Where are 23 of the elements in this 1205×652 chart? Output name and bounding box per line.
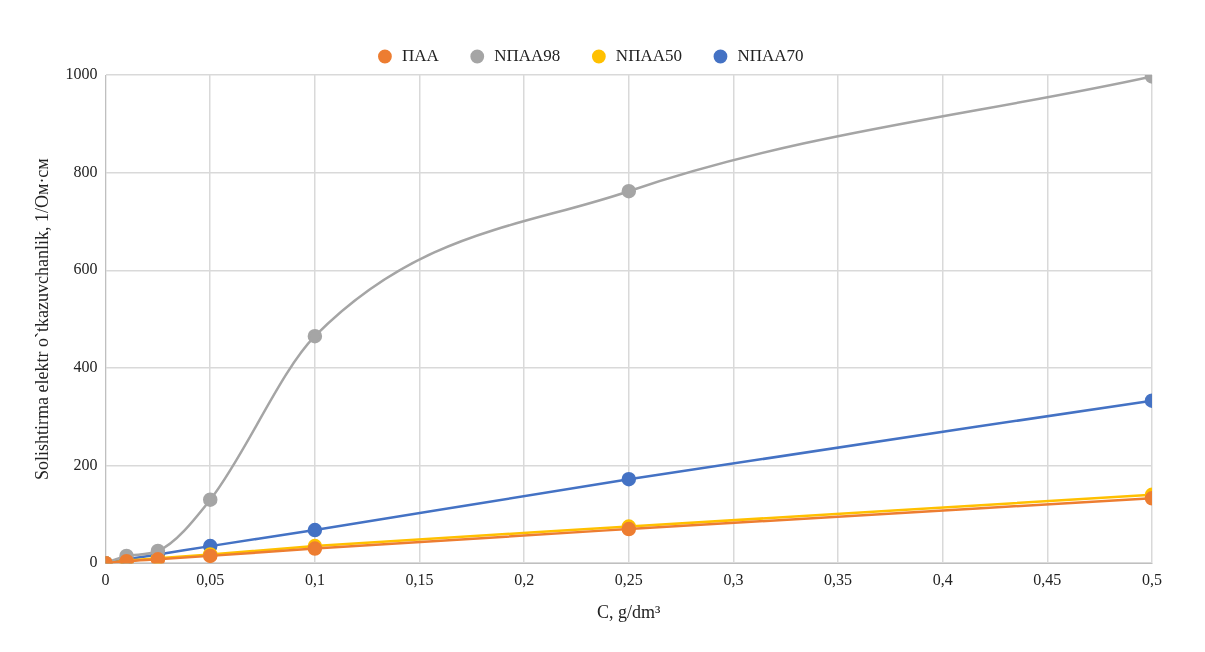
x-tick-label: 0,25 [614, 571, 643, 588]
y-tick-label: 200 [73, 455, 98, 473]
y-tick-label: 400 [73, 358, 98, 376]
x-tick-label: 0,05 [196, 571, 225, 588]
x-tick-label: 0,4 [932, 571, 953, 588]
x-tick-label: 0,1 [304, 571, 325, 588]
legend-label: NПАА50 [615, 45, 682, 65]
x-tick-label: 0,45 [1033, 571, 1062, 588]
legend-label: NПАА98 [494, 45, 561, 65]
legend-label: ПАА [401, 45, 440, 65]
legend-label: NПАА70 [737, 45, 804, 65]
x-tick-label: 0,2 [514, 571, 535, 588]
x-tick-label: 0 [101, 571, 110, 588]
x-tick-label: 0,15 [405, 571, 434, 588]
x-tick-label: 0,5 [1142, 571, 1162, 588]
y-axis-title: Solishtirma elektr o`tkazuvchanlik, 1/Ом·см [31, 158, 52, 480]
y-tick-label: 0 [89, 553, 98, 571]
x-axis-title: C, g/dm³ [597, 601, 662, 622]
y-tick-label: 600 [73, 260, 98, 278]
x-tick-label: 0,3 [723, 571, 744, 588]
y-tick-label: 800 [73, 162, 98, 180]
x-tick-label: 0,35 [824, 571, 853, 588]
y-tick-label: 1000 [65, 65, 98, 83]
